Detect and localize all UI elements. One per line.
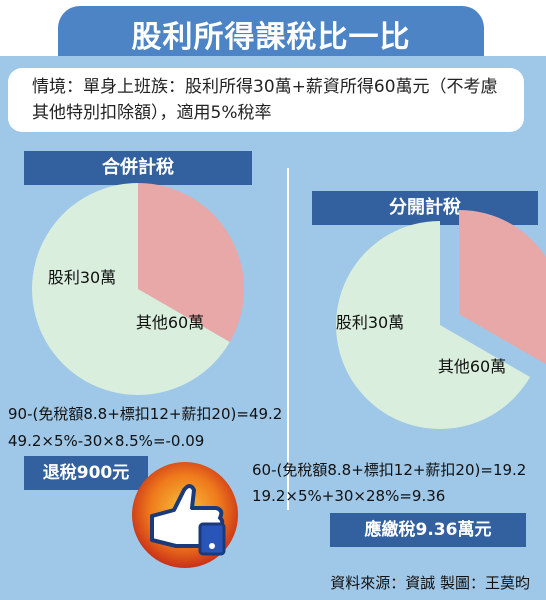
refund-result-badge: 退稅900元 bbox=[24, 456, 148, 490]
pie-label-0: 股利30萬 bbox=[48, 268, 116, 287]
pie-slice-1 bbox=[336, 221, 531, 429]
pie-slice-1 bbox=[32, 183, 230, 395]
pie-label-0: 股利30萬 bbox=[336, 313, 404, 332]
column-divider bbox=[287, 168, 289, 510]
context-text: 情境：單身上班族：股利所得30萬+薪資所得60萬元（不考慮其他特別扣除額），適用… bbox=[32, 77, 498, 123]
pie-label-1: 其他60萬 bbox=[438, 357, 506, 376]
title-tab: 股利所得課稅比一比 bbox=[58, 6, 484, 56]
tax-payable-result-badge: 應繳稅9.36萬元 bbox=[330, 513, 526, 547]
separate-calc-line-2: 19.2×5%+30×28%=9.36 bbox=[252, 487, 446, 505]
pie-label-1: 其他60萬 bbox=[136, 313, 204, 332]
thumbs-up-icon bbox=[132, 462, 238, 568]
page-title: 股利所得課稅比一比 bbox=[131, 20, 411, 55]
pie-slice-0 bbox=[138, 183, 244, 342]
source-credit: 資料來源：資誠 製圖：王莫昀 bbox=[330, 574, 530, 592]
combined-calc-line-2: 49.2×5%-30×8.5%=-0.09 bbox=[8, 432, 205, 450]
separate-calc-line-1: 60-(免稅額8.8+標扣12+薪扣20)=19.2 bbox=[252, 461, 527, 479]
pie-slice-0 bbox=[459, 210, 546, 365]
combined-calc-line-1: 90-(免稅額8.8+標扣12+薪扣20)=49.2 bbox=[8, 405, 283, 423]
context-box bbox=[8, 68, 524, 132]
combined-tax-banner: 合併計稅 bbox=[24, 151, 252, 185]
